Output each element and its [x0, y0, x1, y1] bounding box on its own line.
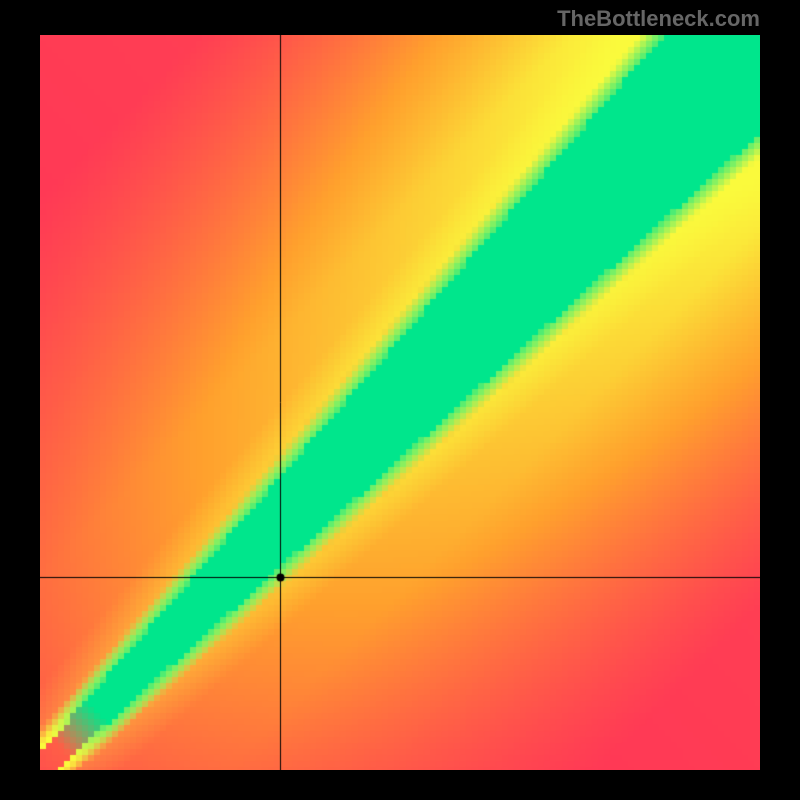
chart-outer-frame: TheBottleneck.com: [0, 0, 800, 800]
watermark-text: TheBottleneck.com: [557, 6, 760, 32]
bottleneck-heatmap: [40, 35, 760, 770]
